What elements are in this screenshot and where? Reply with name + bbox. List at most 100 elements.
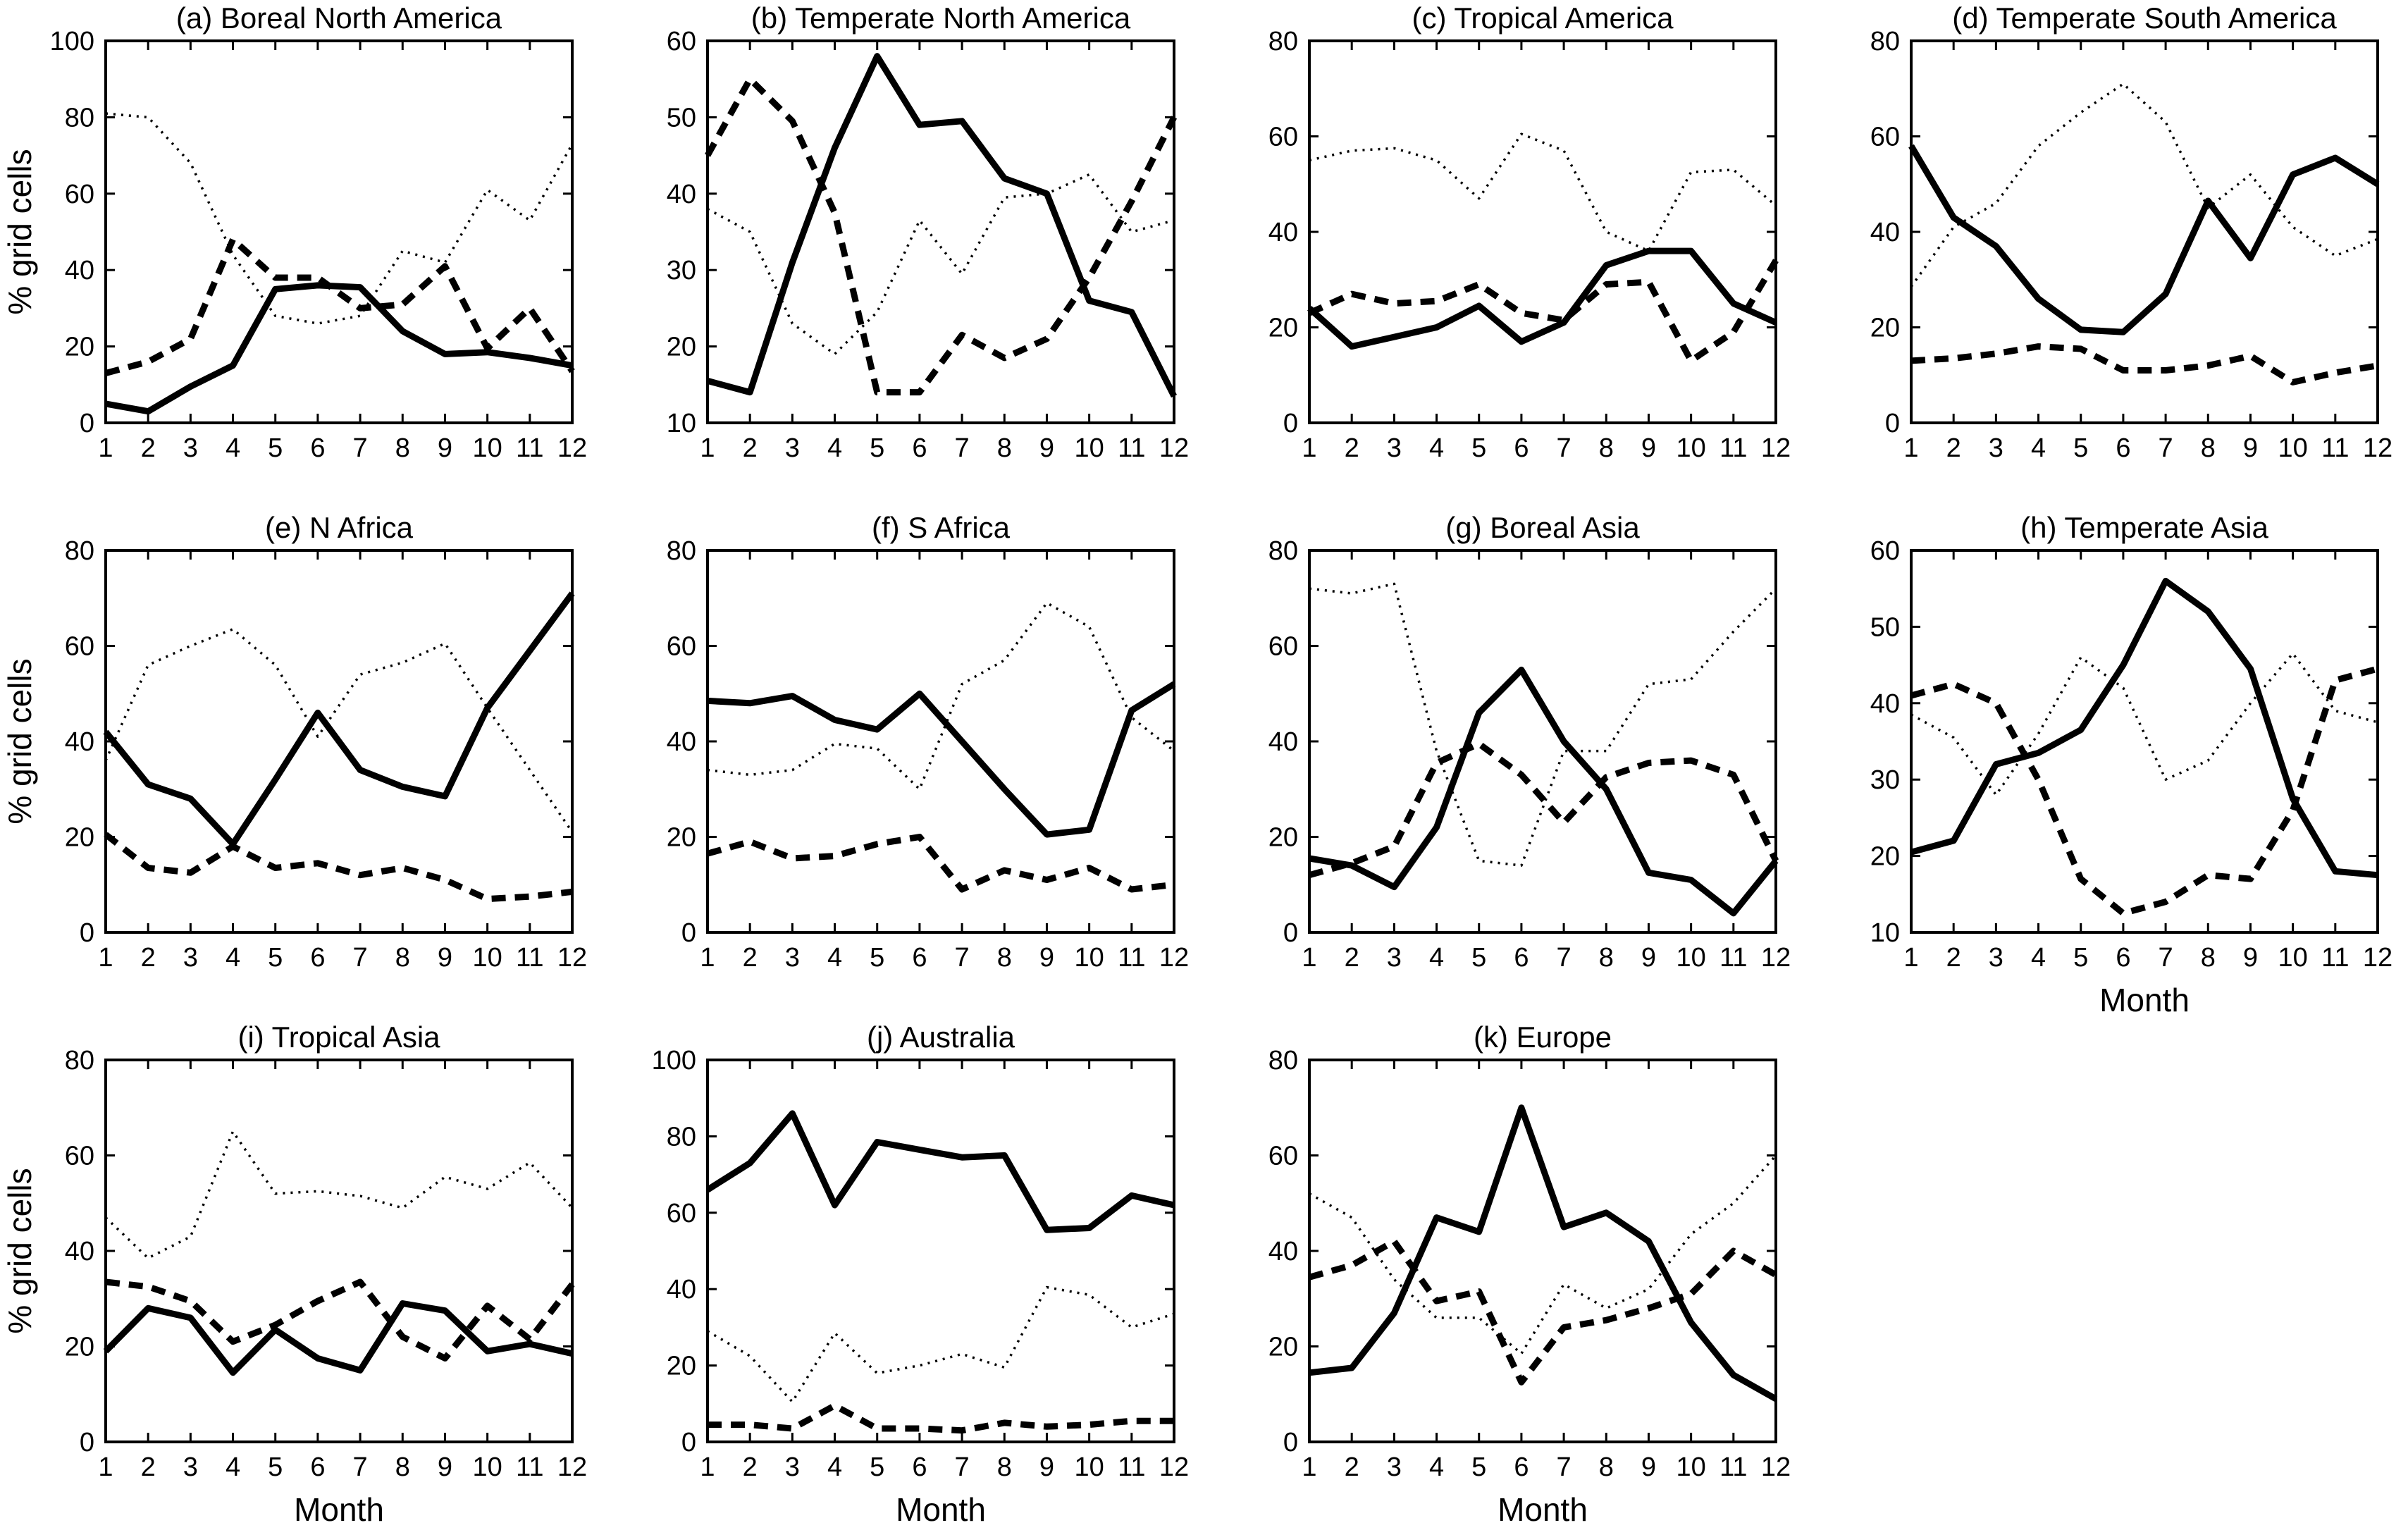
y-tick-label: 40 [1268, 1237, 1298, 1266]
x-tick-label: 11 [516, 943, 543, 973]
x-tick-label: 10 [2278, 433, 2307, 463]
y-tick-label: 100 [652, 1046, 696, 1075]
series-line-thick_solid [1307, 247, 1777, 350]
x-tick-label: 8 [1599, 943, 1614, 973]
x-tick-label: 2 [1946, 433, 1961, 463]
x-tick-label: 4 [827, 1452, 842, 1482]
x-tick-label: 7 [353, 433, 368, 463]
y-tick-label: 0 [681, 1428, 696, 1457]
x-tick-label: 9 [2243, 943, 2258, 973]
y-tick-label: 20 [65, 823, 94, 853]
y-tick-label: 20 [1268, 1333, 1298, 1362]
series-line-thin_dotted [105, 112, 574, 325]
x-tick-label: 2 [1345, 1452, 1359, 1482]
axis-box [104, 1059, 574, 1443]
series-line-thick_dashed [1308, 259, 1779, 364]
subplot-k: (k) Europe 1 2 3 4 5 6 7 8 9 10 11 12 0 20 40 60 80 Month [1204, 1019, 1805, 1529]
x-tick-label: 5 [1471, 433, 1486, 463]
x-tick-label: 6 [2116, 943, 2130, 973]
y-tick-label: 50 [1870, 612, 1900, 642]
x-tick-label: 5 [2073, 943, 2088, 973]
x-tick-label: 2 [1946, 943, 1961, 973]
subplot-c: (c) Tropical America 1 2 3 4 5 6 7 8 9 10 11 12 0 20 40… [1204, 0, 1805, 510]
x-tick-label: 1 [1302, 943, 1316, 973]
x-tick-label: 7 [955, 1452, 970, 1482]
series-line-thick_dashed [705, 75, 1178, 396]
x-tick-label: 12 [1761, 943, 1791, 973]
series-line-thick_dashed [1910, 343, 2378, 385]
x-tick-label: 3 [1387, 1452, 1402, 1482]
x-tick-label: 12 [1159, 1452, 1189, 1482]
axis-box [1910, 549, 2379, 934]
x-tick-label: 9 [1039, 433, 1054, 463]
x-tick-label: 11 [1118, 1452, 1145, 1482]
y-tick-label: 80 [1268, 1046, 1298, 1075]
x-tick-label: 9 [1641, 1452, 1656, 1482]
subplot-title: (b) Temperate North America [751, 1, 1131, 35]
subplot-d: (d) Temperate South America 1 2 3 4 5 6 7 8 9 10 11… [1805, 0, 2407, 510]
x-tick-label: 8 [2201, 943, 2216, 973]
x-axis-label: Month [294, 1491, 384, 1528]
series-line-thick_dashed [706, 834, 1175, 893]
x-tick-label: 10 [472, 433, 502, 463]
x-tick-label: 3 [183, 1452, 198, 1482]
x-tick-label: 2 [743, 943, 758, 973]
x-tick-label: 8 [1599, 433, 1614, 463]
subplot-title: (i) Tropical Asia [237, 1020, 440, 1054]
series-line-thick_solid [103, 591, 575, 848]
x-tick-label: 12 [2363, 943, 2392, 973]
x-tick-label: 7 [1557, 433, 1572, 463]
x-tick-label: 4 [827, 433, 842, 463]
series-line-thick_dashed [1308, 1238, 1778, 1386]
x-tick-label: 1 [98, 1452, 113, 1482]
x-tick-label: 6 [2116, 433, 2130, 463]
y-tick-label: 60 [1268, 123, 1298, 152]
subplot-title: (j) Australia [867, 1020, 1015, 1054]
x-tick-label: 5 [870, 433, 884, 463]
series-line-thick_dashed [104, 236, 575, 376]
x-tick-label: 10 [1676, 1452, 1705, 1482]
x-tick-label: 9 [1641, 433, 1656, 463]
x-tick-label: 4 [2031, 433, 2046, 463]
y-tick-label: 20 [667, 333, 696, 362]
subplot-a: (a) Boreal North America 1 2 3 4 5 6 7 8 9 10 11 12 0… [0, 0, 602, 510]
y-tick-label: 60 [65, 1142, 94, 1171]
x-tick-label: 3 [785, 1452, 800, 1482]
series-line-thick_solid [1309, 666, 1779, 917]
series-line-thin_dotted [1910, 82, 2378, 288]
x-tick-label: 6 [310, 943, 325, 973]
x-tick-label: 5 [870, 1452, 884, 1482]
series-line-thick_solid [1309, 1104, 1778, 1402]
y-tick-label: 20 [667, 823, 696, 853]
series-line-thick_dashed [105, 1278, 575, 1362]
y-tick-label: 40 [667, 1275, 696, 1304]
x-tick-label: 7 [353, 1452, 368, 1482]
x-tick-label: 2 [141, 433, 156, 463]
x-tick-label: 9 [438, 943, 452, 973]
y-tick-label: 20 [1870, 314, 1900, 343]
x-tick-label: 8 [395, 433, 410, 463]
x-tick-label: 11 [2321, 433, 2349, 463]
y-tick-label: 30 [667, 256, 696, 285]
x-tick-label: 2 [1345, 433, 1359, 463]
series-line-thin_dotted [707, 1285, 1175, 1403]
subplot-j: (j) Australia 1 2 3 4 5 6 7 8 9 10 11 12 0 20 40 60 80 100… [602, 1019, 1204, 1529]
x-tick-label: 8 [997, 1452, 1012, 1482]
x-tick-label: 1 [1302, 433, 1316, 463]
x-tick-label: 5 [2073, 433, 2088, 463]
subplot-g: (g) Boreal Asia 1 2 3 4 5 6 7 8 9 10 11 12 0 20 40 60 80 [1204, 510, 1805, 1019]
x-tick-label: 9 [1641, 943, 1656, 973]
y-tick-label: 60 [1268, 1142, 1298, 1171]
x-tick-label: 6 [912, 1452, 927, 1482]
x-tick-label: 5 [268, 1452, 283, 1482]
x-tick-label: 4 [226, 1452, 240, 1482]
x-tick-label: 11 [1118, 943, 1145, 973]
x-tick-label: 2 [743, 1452, 758, 1482]
y-tick-label: 80 [667, 536, 696, 566]
series-line-thick_dashed [104, 832, 573, 903]
y-tick-label: 20 [65, 333, 94, 362]
y-tick-label: 60 [1870, 123, 1900, 152]
